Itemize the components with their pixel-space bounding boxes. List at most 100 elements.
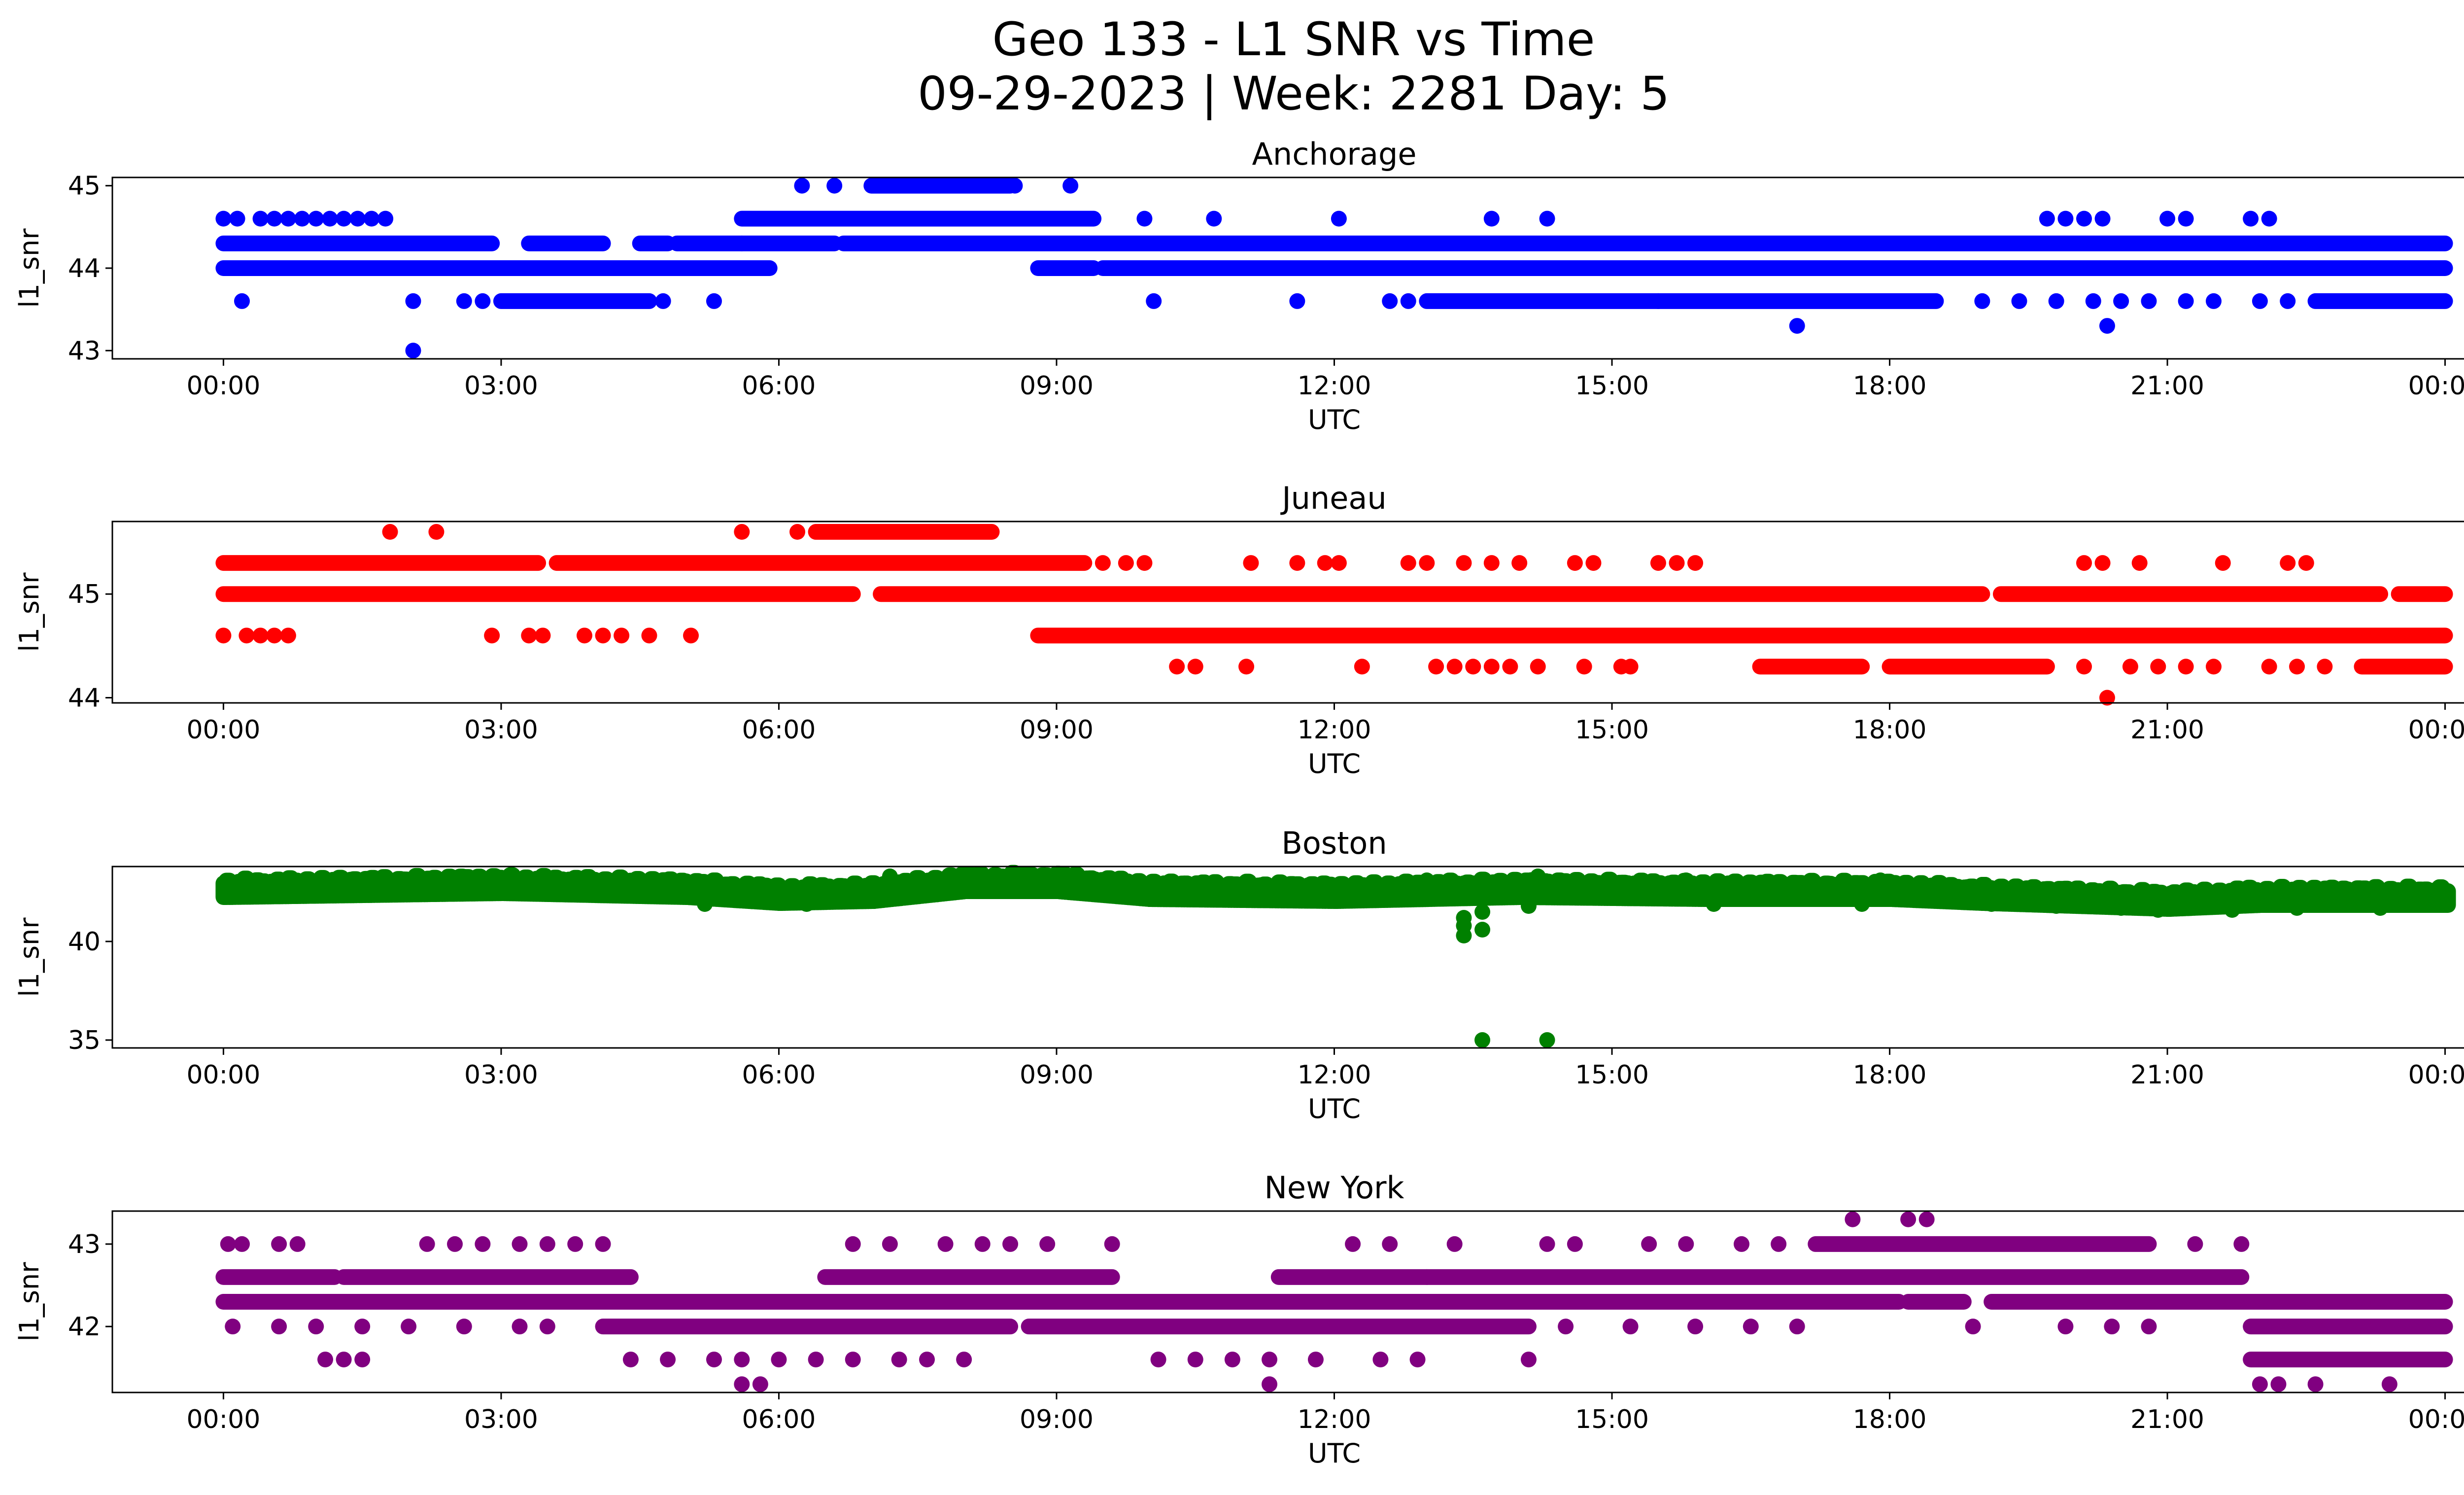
marker-band [817,1269,1120,1285]
subplot-boston: Boston 00:00 03:00 06:00 09:00 12:00 15:00 18:0… [14,825,2464,1124]
data-point [595,1236,611,1252]
data-point [734,524,750,540]
data-point [1150,1352,1166,1368]
data-point [401,1319,417,1335]
x-tick-label: 00:00 [2408,1405,2464,1434]
x-tick-label: 09:00 [1020,1060,1094,1090]
data-point [937,870,954,886]
data-point [956,1352,972,1368]
data-point [1585,555,1602,571]
data-point [2372,900,2389,916]
data-point [2280,555,2296,571]
data-point [336,1352,352,1368]
x-axis-label: UTC [1308,1093,1361,1124]
marker-band [1030,627,2453,644]
data-point [1483,659,1500,675]
data-point [521,627,537,644]
marker-band [2307,293,2453,309]
marker-band [548,555,1093,571]
data-point [1419,872,1435,888]
data-point [1354,659,1370,675]
data-point [349,210,366,227]
data-point [1845,1211,1861,1227]
data-point [252,210,269,227]
data-point [1918,1211,1935,1227]
x-tick-label: 21:00 [2130,371,2204,401]
data-point [1567,555,1583,571]
data-point [1650,555,1666,571]
data-point [2048,898,2064,914]
data-point [2252,293,2268,309]
data-point [891,1352,907,1368]
data-point [1520,1352,1537,1368]
data-point [1095,555,1111,571]
data-point [1169,659,1185,675]
data-point [354,1319,371,1335]
data-point [1446,659,1463,675]
data-point [252,627,269,644]
data-point [1789,1319,1805,1335]
data-point [2141,293,2157,309]
data-point [1136,555,1153,571]
x-tick-label: 18:00 [1853,1405,1927,1434]
marker-band [1992,586,2389,602]
y-tick-label: 40 [68,927,101,957]
data-point [882,1236,898,1252]
data-point [845,1236,861,1252]
x-tick-label: 00:00 [186,715,260,745]
scatter-series [215,865,2456,1048]
data-point [1409,1352,1426,1368]
data-point [2085,293,2101,309]
data-point [2307,1376,2324,1392]
data-point [234,293,250,309]
data-point [266,210,282,227]
data-point [2113,293,2129,309]
marker-band [835,235,2453,251]
marker-band [2354,659,2453,675]
data-point [595,627,611,644]
marker-band [808,524,1000,540]
data-point [1419,555,1435,571]
x-tick-label: 15:00 [1575,1060,1649,1090]
data-point [1474,904,1491,920]
subplot-panels: Anchorage 00:00 03:00 06:00 09:00 12:00 15:00 1… [14,136,2464,1469]
data-point [2141,1319,2157,1335]
x-tick-label: 15:00 [1575,715,1649,745]
data-point [1576,659,1592,675]
marker-band [873,586,1990,602]
data-point [1160,876,1176,892]
marker-band [2243,1319,2453,1335]
data-point [1474,922,1491,938]
data-point [2131,555,2148,571]
marker-band [1808,1236,2157,1252]
data-point [1039,1236,1056,1252]
data-point [1104,1236,1120,1252]
data-point [1678,1236,1694,1252]
data-point [669,876,685,892]
marker-band [734,235,843,251]
data-point [2099,690,2115,706]
data-point [215,210,232,227]
data-point [2252,1376,2268,1392]
data-point [317,1352,334,1368]
data-point [1539,1032,1555,1048]
data-point [225,1319,241,1335]
data-point [2317,659,2333,675]
data-point [2104,1319,2120,1335]
data-point [1187,1352,1203,1368]
data-point [1687,1319,1704,1335]
x-tick-label: 15:00 [1575,371,1649,401]
data-point [1687,555,1704,571]
data-point [794,177,810,194]
data-point [2159,210,2176,227]
marker-band [215,1269,342,1285]
x-tick-label: 06:00 [742,371,816,401]
data-point [1474,1032,1491,1048]
data-point [1224,1352,1240,1368]
data-point [1262,1352,1278,1368]
y-axis-label: l1_snr [14,917,45,997]
x-tick-label: 12:00 [1298,1405,1371,1434]
data-point [215,627,232,644]
data-point [2178,659,2194,675]
data-point [2289,659,2305,675]
